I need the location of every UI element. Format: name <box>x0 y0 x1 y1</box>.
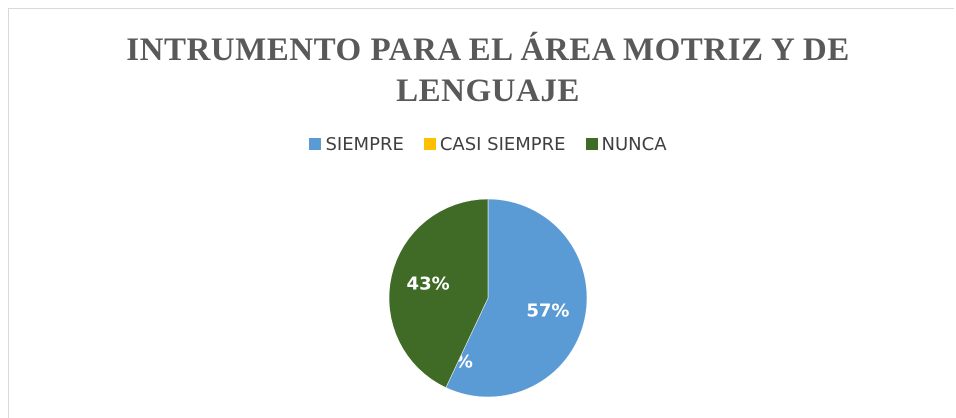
legend-swatch <box>585 138 598 150</box>
chart-frame <box>8 8 954 418</box>
legend-item: NUNCA <box>585 134 667 155</box>
data-label: 57% <box>526 300 569 321</box>
chart-title: INTRUMENTO PARA EL ÁREA MOTRIZ Y DE LENG… <box>126 32 850 109</box>
data-label: 43% <box>407 274 450 295</box>
legend-swatch <box>309 138 322 150</box>
legend: SIEMPRE CASI SIEMPRE NUNCA <box>0 134 956 155</box>
pie-slice <box>388 198 489 388</box>
legend-label: SIEMPRE <box>325 134 404 155</box>
pie-slice <box>445 198 588 398</box>
legend-item: CASI SIEMPRE <box>423 134 566 155</box>
legend-label: NUNCA <box>601 134 667 155</box>
legend-swatch <box>423 138 436 150</box>
legend-item: SIEMPRE <box>309 134 404 155</box>
legend-label: CASI SIEMPRE <box>439 134 566 155</box>
